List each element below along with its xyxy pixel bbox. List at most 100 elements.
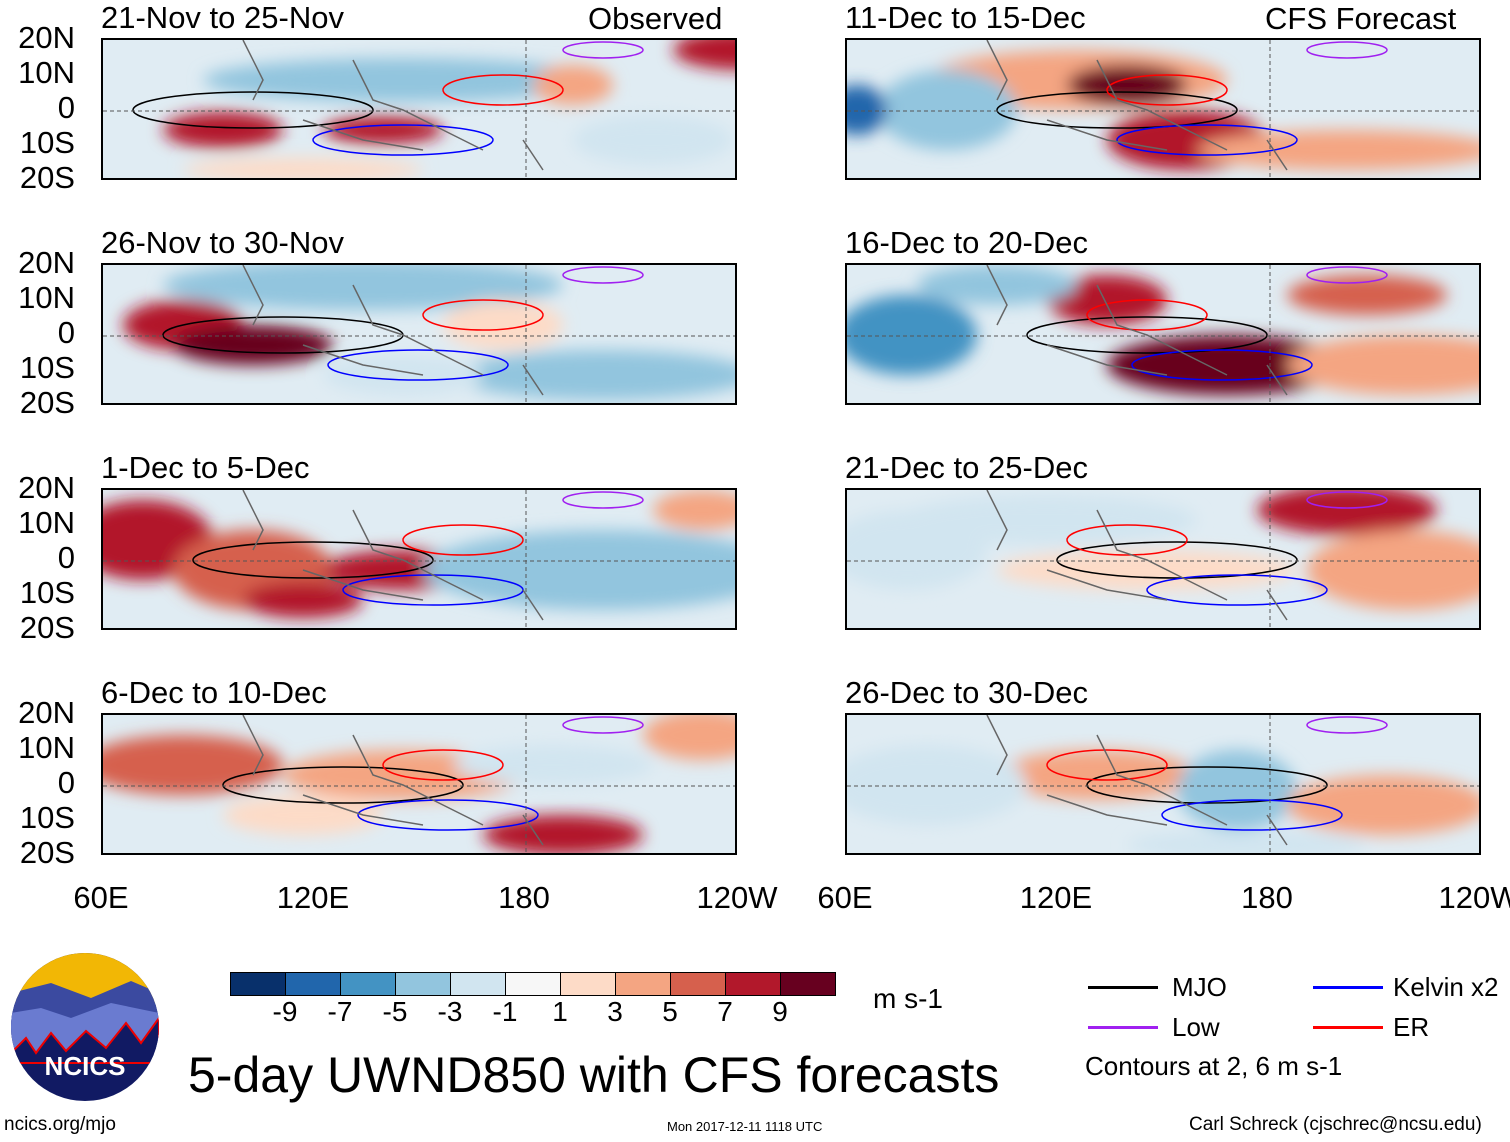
low-contour bbox=[1306, 491, 1388, 509]
legend-kelvin: Kelvin x2 bbox=[1393, 972, 1499, 1002]
anomaly-region bbox=[163, 112, 283, 148]
colorbar-swatch bbox=[451, 973, 506, 995]
legend-low: Low bbox=[1172, 1012, 1220, 1042]
lat-label: 0 bbox=[57, 765, 75, 800]
er-contour bbox=[1066, 524, 1188, 556]
panel-title: 21-Dec to 25-Dec bbox=[845, 450, 1088, 485]
lon-label: 120W bbox=[696, 880, 778, 915]
er-contour bbox=[382, 749, 504, 781]
kelvin-contour bbox=[312, 124, 494, 156]
anomaly-map-panel bbox=[101, 38, 737, 180]
coastline-and-grid bbox=[847, 40, 1479, 178]
kelvin-legend-line bbox=[1313, 986, 1383, 989]
lat-label: 0 bbox=[57, 315, 75, 350]
colorbar-tick: -3 bbox=[437, 996, 463, 1027]
mjo-contour bbox=[222, 766, 464, 804]
panel-title: 11-Dec to 15-Dec bbox=[845, 0, 1086, 35]
anomaly-map-panel bbox=[101, 263, 737, 405]
lon-label: 120E bbox=[1019, 880, 1093, 915]
lon-label: 60E bbox=[817, 880, 873, 915]
anomaly-region bbox=[1127, 830, 1367, 853]
anomaly-region bbox=[223, 795, 383, 835]
low-contour bbox=[1306, 266, 1388, 284]
anomaly-region bbox=[203, 58, 603, 102]
lon-label: 120W bbox=[1438, 880, 1510, 915]
mjo-contour bbox=[132, 91, 374, 129]
colorbar-tick: -7 bbox=[327, 996, 353, 1027]
colorbar-tick: -9 bbox=[272, 996, 298, 1027]
er-contour bbox=[442, 74, 564, 106]
anomaly-map-panel bbox=[101, 488, 737, 630]
lon-label: 180 bbox=[498, 880, 550, 915]
er-legend-line bbox=[1313, 1026, 1383, 1029]
colorbar-tick: 1 bbox=[552, 996, 568, 1027]
mjo-contour bbox=[1026, 316, 1268, 354]
er-contour bbox=[1106, 74, 1228, 106]
lat-label: 20N bbox=[18, 245, 75, 280]
low-contour bbox=[562, 491, 644, 509]
anomaly-region bbox=[1307, 530, 1479, 610]
colorbar bbox=[230, 972, 836, 996]
mjo-contour bbox=[996, 91, 1238, 129]
svg-text:NCICS: NCICS bbox=[45, 1051, 126, 1081]
lat-label: 20N bbox=[18, 470, 75, 505]
low-legend-line bbox=[1088, 1026, 1158, 1029]
anomaly-region bbox=[243, 582, 363, 618]
anomaly-region bbox=[1177, 750, 1297, 830]
anomaly-region bbox=[847, 85, 887, 135]
colorbar-swatch bbox=[231, 973, 286, 995]
lat-label: 10S bbox=[19, 350, 75, 385]
anomaly-region bbox=[997, 550, 1297, 590]
er-contour bbox=[422, 299, 544, 331]
lon-label: 60E bbox=[73, 880, 129, 915]
lat-label: 10S bbox=[19, 800, 75, 835]
observed-label: Observed bbox=[588, 1, 723, 36]
footer-url[interactable]: ncics.org/mjo bbox=[4, 1114, 116, 1135]
colorbar-swatch bbox=[726, 973, 781, 995]
anomaly-region bbox=[673, 40, 735, 70]
anomaly-region bbox=[533, 65, 613, 105]
cfs-forecast-label: CFS Forecast bbox=[1265, 1, 1457, 36]
anomaly-region bbox=[1287, 775, 1479, 835]
colorbar-tick: 7 bbox=[717, 996, 733, 1027]
colorbar-units: m s-1 bbox=[873, 983, 943, 1014]
anomaly-region bbox=[163, 265, 563, 310]
footer-timestamp: Mon 2017-12-11 1118 UTC bbox=[667, 1119, 823, 1134]
lat-label: 20N bbox=[18, 695, 75, 730]
colorbar-swatch bbox=[286, 973, 341, 995]
lon-label: 180 bbox=[1241, 880, 1293, 915]
lat-label: 0 bbox=[57, 540, 75, 575]
lat-label: 10S bbox=[19, 125, 75, 160]
coastline-and-grid bbox=[103, 715, 735, 853]
low-contour bbox=[562, 716, 644, 734]
kelvin-contour bbox=[1131, 349, 1313, 381]
anomaly-region bbox=[453, 350, 735, 400]
anomaly-region bbox=[103, 735, 283, 795]
panel-title: 16-Dec to 20-Dec bbox=[845, 225, 1088, 260]
colorbar-swatch bbox=[781, 973, 835, 995]
low-contour bbox=[1306, 41, 1388, 59]
anomaly-region bbox=[1287, 275, 1447, 315]
anomaly-region bbox=[1257, 490, 1437, 535]
coastline-and-grid bbox=[103, 40, 735, 178]
contour-note: Contours at 2, 6 m s-1 bbox=[1085, 1051, 1343, 1081]
lat-label: 20S bbox=[19, 385, 75, 420]
er-contour bbox=[402, 524, 524, 556]
anomaly-region bbox=[483, 815, 643, 853]
low-contour bbox=[1306, 716, 1388, 734]
colorbar-swatch bbox=[671, 973, 726, 995]
coastline-and-grid bbox=[847, 715, 1479, 853]
colorbar-swatch bbox=[396, 973, 451, 995]
anomaly-region bbox=[1107, 335, 1347, 395]
coastline-and-grid bbox=[103, 490, 735, 628]
er-contour bbox=[1046, 749, 1168, 781]
low-contour bbox=[562, 41, 644, 59]
anomaly-region bbox=[1067, 65, 1187, 105]
lat-label: 10N bbox=[18, 730, 75, 765]
lat-label: 10N bbox=[18, 505, 75, 540]
legend-er: ER bbox=[1393, 1012, 1430, 1042]
anomaly-region bbox=[877, 70, 1017, 150]
anomaly-region bbox=[1047, 275, 1167, 325]
anomaly-map-panel bbox=[845, 713, 1481, 855]
